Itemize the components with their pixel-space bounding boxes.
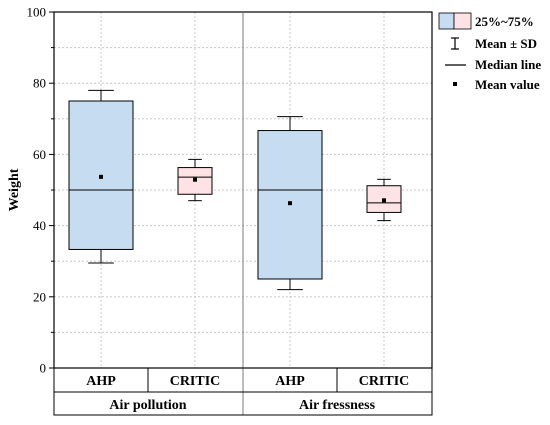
svg-text:Median line: Median line	[475, 57, 541, 72]
category-label-ahp-2: AHP	[275, 374, 305, 389]
category-table: AHP CRITIC AHP CRITIC Air pollution Air …	[53, 367, 433, 416]
box-ahp-air-fressness	[257, 116, 323, 291]
y-tick-label: 40	[33, 218, 46, 233]
y-axis-title: Weight	[7, 168, 22, 211]
svg-text:Mean ± SD: Mean ± SD	[475, 36, 537, 51]
mean-marker	[193, 177, 197, 182]
box-critic-air-pollution	[177, 158, 213, 202]
y-tick-label: 0	[40, 361, 47, 376]
y-tick-label: 60	[33, 147, 46, 162]
svg-text:Mean value: Mean value	[475, 77, 540, 92]
mean-marker	[288, 201, 292, 206]
category-label-critic-1: CRITIC	[170, 374, 221, 389]
legend-item-box: 25%~75%	[438, 12, 534, 30]
mean-marker	[382, 198, 386, 203]
box-critic-air-fressness	[366, 178, 402, 222]
group-label-air-pollution: Air pollution	[109, 398, 186, 413]
box-ahp-air-pollution	[68, 89, 134, 264]
legend-item-mean: Mean value	[453, 77, 540, 92]
legend-item-median: Median line	[445, 57, 541, 72]
y-axis: 0 20 40 60 80 100	[27, 5, 54, 376]
legend-item-whisker: Mean ± SD	[451, 36, 537, 51]
category-label-critic-2: CRITIC	[359, 374, 410, 389]
legend: 25%~75% Mean ± SD Median line Mean value	[438, 12, 541, 92]
y-tick-label: 100	[27, 5, 47, 20]
mean-marker	[99, 174, 103, 179]
y-tick-label: 80	[33, 76, 46, 91]
boxes	[68, 89, 402, 291]
group-label-air-fressness: Air fressness	[299, 398, 376, 413]
category-label-ahp-1: AHP	[86, 374, 116, 389]
svg-text:25%~75%: 25%~75%	[475, 14, 534, 29]
y-tick-label: 20	[33, 289, 46, 304]
